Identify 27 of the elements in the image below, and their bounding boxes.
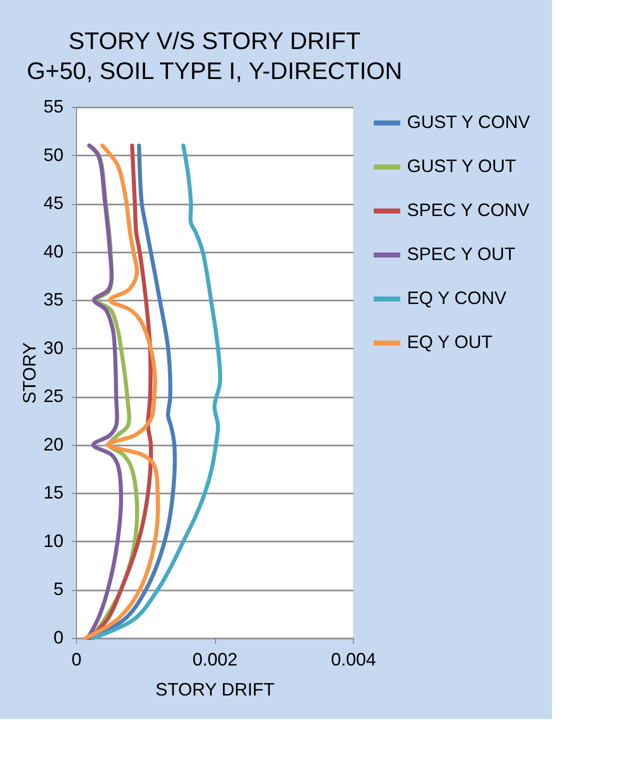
x-tick-label: 0 — [71, 650, 82, 670]
y-tick-label: 45 — [43, 193, 64, 214]
y-tick-label: 35 — [43, 290, 64, 310]
x-axis-title: STORY DRIFT — [155, 680, 275, 700]
chart-subtitle: G+50, SOIL TYPE I, Y-DIRECTION — [26, 58, 402, 85]
y-tick-label: 20 — [43, 434, 64, 454]
chart-title: STORY V/S STORY DRIFT — [68, 28, 361, 55]
y-axis-title: STORY — [19, 342, 40, 404]
y-tick-label: 15 — [43, 482, 64, 503]
legend-label: GUST Y CONV — [407, 112, 530, 132]
legend-label: EQ Y OUT — [407, 332, 492, 352]
y-tick-label: 30 — [43, 338, 64, 358]
line-series — [91, 144, 222, 640]
x-tick-label: 0.002 — [192, 650, 238, 670]
y-tick-label: 10 — [43, 530, 64, 551]
y-tick-label: 0 — [53, 628, 64, 648]
line-series — [86, 144, 124, 640]
y-tick-label: 50 — [43, 144, 64, 165]
legend-label: SPEC Y CONV — [407, 200, 530, 220]
y-tick-label: 55 — [43, 96, 64, 116]
y-tick-label: 40 — [43, 241, 64, 262]
y-tick-label: 25 — [43, 386, 64, 406]
legend-label: EQ Y CONV — [407, 288, 506, 308]
legend-label: GUST Y OUT — [407, 156, 516, 176]
x-tick-label: 0.004 — [330, 650, 376, 670]
y-tick-label: 5 — [53, 579, 64, 600]
legend-label: SPEC Y OUT — [407, 244, 516, 264]
